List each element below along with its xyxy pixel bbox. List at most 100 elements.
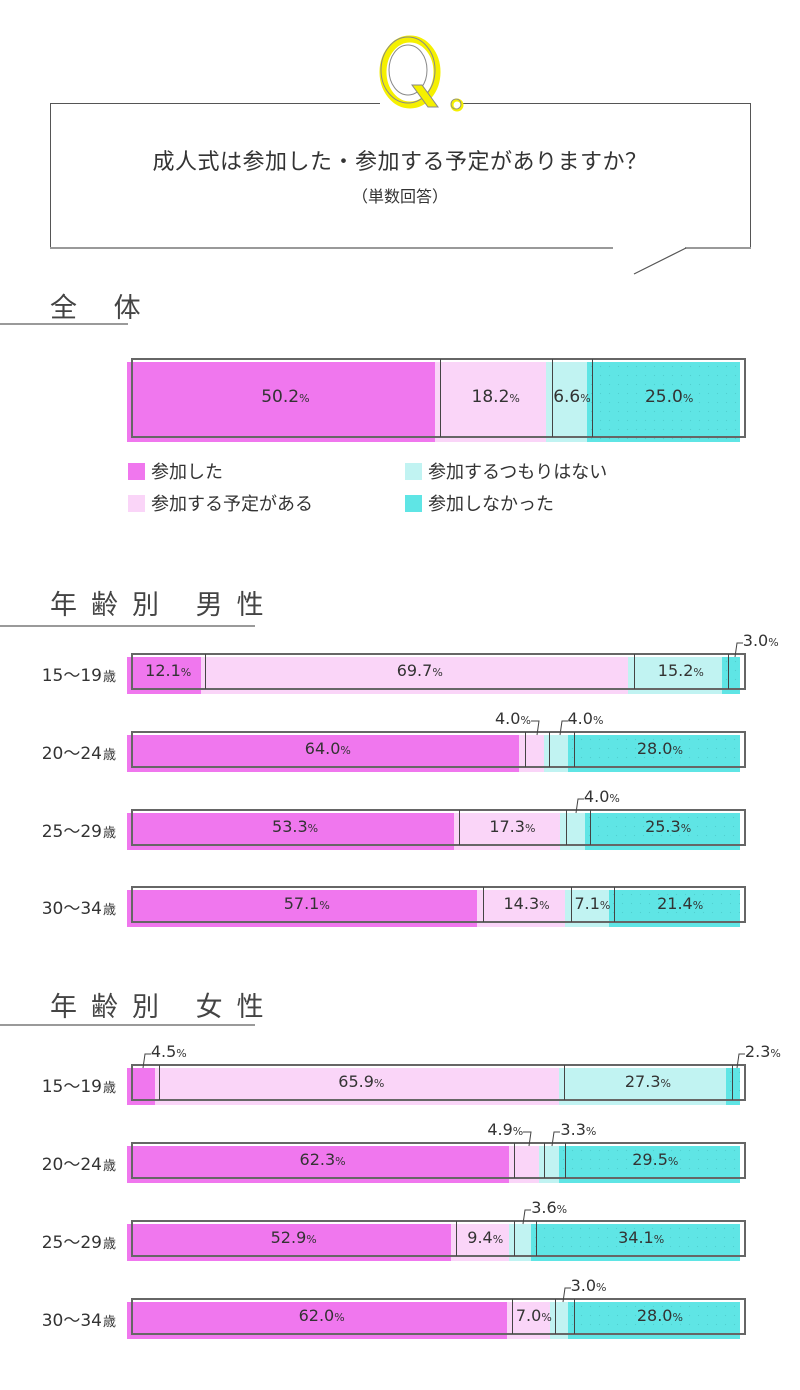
callout-bracket-icon: [530, 720, 540, 736]
row-label-age: 25〜29歳: [41, 821, 116, 842]
segment-value-label: 12.1%: [145, 660, 192, 680]
row-label-age: 15〜19歳: [41, 665, 116, 686]
bar-outline: [131, 731, 746, 768]
segment-divider: [158, 1065, 160, 1100]
segment-divider: [592, 359, 594, 437]
bar-segment-2: [201, 657, 629, 694]
segment-divider: [614, 887, 616, 922]
segment-divider: [205, 654, 207, 689]
bar-fill: [127, 1068, 740, 1105]
segment-divider: [512, 1299, 514, 1334]
segment-divider: [634, 654, 636, 689]
bar-segment-2: [507, 1302, 550, 1339]
segment-value-label: 53.3%: [272, 816, 319, 836]
row-label-age: 20〜24歳: [41, 1154, 116, 1175]
bar-segment-4: [725, 1068, 740, 1105]
bar-segment-1: [127, 813, 455, 850]
question-box-border: [462, 103, 751, 104]
bar-fill: [127, 657, 740, 694]
bar-fill: [127, 1302, 740, 1339]
segment-divider: [565, 810, 567, 845]
question-box-border: [50, 103, 380, 104]
segment-callout-label: 3.3%: [560, 1120, 597, 1139]
segment-value-label: 50.2%: [261, 387, 310, 407]
bar-outline: [131, 358, 746, 438]
legend-swatch: [128, 462, 145, 480]
bar-segment-1: [127, 890, 478, 927]
section-underline: [0, 625, 255, 627]
segment-callout-label: 2.3%: [744, 1042, 781, 1061]
bar-segment-1: [127, 657, 202, 694]
segment-value-label: 7.1%: [574, 893, 611, 913]
bar-outline: [131, 809, 746, 846]
bar-segment-1: [127, 1302, 508, 1339]
segment-value-label: 17.3%: [489, 816, 536, 836]
segment-callout-label: 4.9%: [487, 1120, 524, 1139]
bar-segment-3: [546, 362, 587, 442]
bar-segment-3: [628, 657, 722, 694]
bar-segment-1: [127, 1224, 452, 1261]
bar-outline: [131, 653, 746, 690]
bar-segment-2: [451, 1224, 509, 1261]
segment-value-label: 64.0%: [304, 738, 351, 758]
callout-bracket-icon: [575, 798, 584, 814]
segment-value-label: 21.4%: [657, 893, 704, 913]
bar-segment-4: [586, 362, 740, 442]
segment-divider: [564, 1143, 566, 1178]
section-title-overall: 全 体: [50, 293, 155, 324]
callout-bracket-icon: [734, 642, 743, 658]
segment-value-label: 52.9%: [270, 1227, 317, 1247]
segment-value-label: 25.3%: [645, 816, 692, 836]
question-title: 成人式は参加した・参加する予定がありますか？: [152, 150, 648, 175]
segment-callout-label: 3.6%: [531, 1198, 568, 1217]
bar-fill: [127, 890, 740, 927]
segment-value-label: 15.2%: [657, 660, 704, 680]
bar-segment-4: [584, 813, 740, 850]
segment-divider: [563, 1065, 565, 1100]
bar-segment-3: [538, 1146, 560, 1183]
legend-item-will-attend: 参加する予定がある: [128, 490, 313, 516]
row-label-age: 20〜24歳: [41, 743, 116, 764]
bar-fill: [127, 1146, 740, 1183]
segment-divider: [573, 1299, 575, 1334]
segment-divider: [544, 1143, 546, 1178]
legend-item-attended: 参加した: [128, 458, 223, 484]
legend-swatch: [128, 494, 145, 512]
bar-outline: [131, 1220, 746, 1257]
bar-segment-4: [559, 1146, 740, 1183]
segment-callout-label: 4.0%: [567, 709, 604, 728]
bar-segment-4: [568, 735, 740, 772]
section-underline: [0, 1024, 255, 1026]
segment-value-label: 9.4%: [467, 1227, 504, 1247]
bar-segment-2: [154, 1068, 559, 1105]
callout-bracket-icon: [736, 1053, 745, 1069]
bar-segment-2: [508, 1146, 539, 1183]
segment-divider: [549, 732, 551, 767]
row-label-age: 30〜34歳: [41, 1310, 116, 1331]
segment-divider: [573, 732, 575, 767]
callout-bracket-icon: [523, 1131, 532, 1147]
segment-value-label: 57.1%: [283, 893, 330, 913]
question-subtitle: （単数回答）: [351, 187, 448, 206]
segment-divider: [590, 810, 592, 845]
segment-divider: [570, 887, 572, 922]
segment-divider: [727, 654, 729, 689]
segment-divider: [456, 1221, 458, 1256]
segment-callout-label: 3.0%: [742, 631, 779, 650]
segment-value-label: 34.1%: [618, 1227, 665, 1247]
segment-value-label: 18.2%: [471, 387, 520, 407]
bar-fill: [127, 362, 740, 442]
legend-label: 参加した: [151, 462, 223, 483]
segment-divider: [439, 359, 441, 437]
bar-segment-3: [558, 1068, 726, 1105]
segment-value-label: 29.5%: [632, 1149, 679, 1169]
bar-outline: [131, 1142, 746, 1179]
legend-label: 参加しなかった: [428, 494, 554, 515]
segment-divider: [555, 1299, 557, 1334]
segment-divider: [514, 1143, 516, 1178]
bar-outline: [131, 1298, 746, 1335]
bar-segment-3: [543, 735, 569, 772]
segment-value-label: 27.3%: [624, 1071, 671, 1091]
segment-divider: [536, 1221, 538, 1256]
section-title-male: 年齢別 男性: [50, 590, 278, 621]
